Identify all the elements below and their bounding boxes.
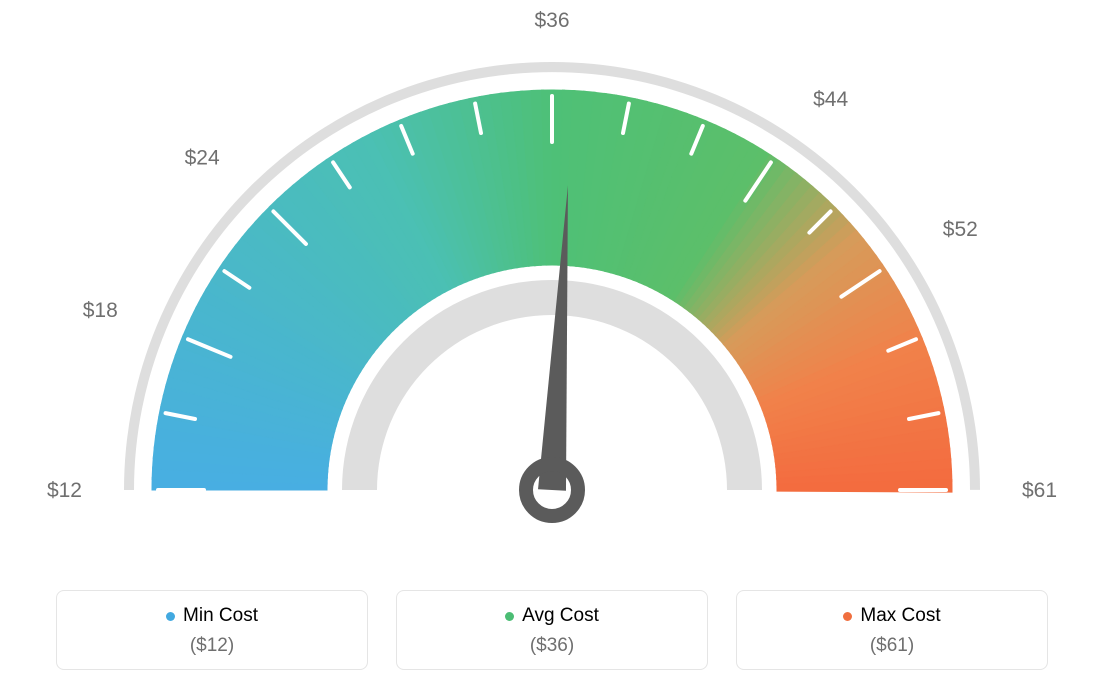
legend-dot-max — [843, 612, 852, 621]
legend-label-avg: Avg Cost — [522, 605, 599, 627]
svg-text:$12: $12 — [47, 479, 82, 502]
cost-gauge: $12 $18 $24 $36 $44 $52 $61 — [0, 0, 1104, 560]
legend-card-min: Min Cost ($12) — [56, 590, 368, 670]
legend-row: Min Cost ($12) Avg Cost ($36) Max Cost (… — [0, 590, 1104, 670]
legend-dot-avg — [505, 612, 514, 621]
svg-text:$18: $18 — [83, 299, 118, 322]
legend-value-max: ($61) — [737, 635, 1047, 657]
legend-label-max: Max Cost — [860, 605, 940, 627]
legend-value-min: ($12) — [57, 635, 367, 657]
legend-value-avg: ($36) — [397, 635, 707, 657]
svg-text:$61: $61 — [1022, 479, 1057, 502]
svg-text:$24: $24 — [185, 147, 220, 170]
legend-card-max: Max Cost ($61) — [736, 590, 1048, 670]
svg-text:$52: $52 — [943, 218, 978, 241]
svg-text:$36: $36 — [534, 9, 569, 32]
legend-card-avg: Avg Cost ($36) — [396, 590, 708, 670]
svg-text:$44: $44 — [813, 88, 848, 111]
legend-dot-min — [166, 612, 175, 621]
legend-label-min: Min Cost — [183, 605, 258, 627]
